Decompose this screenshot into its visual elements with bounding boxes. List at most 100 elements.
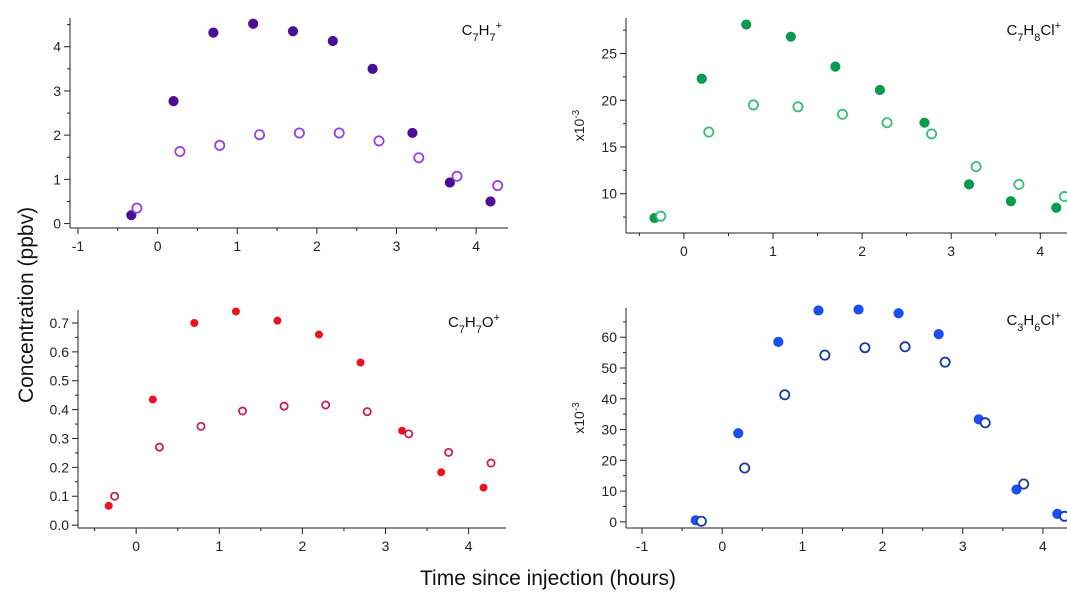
data-point-open bbox=[215, 141, 224, 150]
data-point-filled bbox=[438, 469, 445, 476]
x-tick-label: 0 bbox=[154, 238, 162, 254]
x-tick-label: 1 bbox=[799, 538, 807, 554]
y-tick-label: 0.5 bbox=[50, 373, 70, 389]
y-tick-label: 10 bbox=[601, 483, 617, 499]
data-point-open bbox=[255, 130, 264, 139]
data-point-open bbox=[493, 181, 502, 190]
data-point-filled bbox=[209, 28, 218, 37]
species-label: C3H6Cl+ bbox=[1006, 310, 1061, 334]
y-tick-label: 20 bbox=[601, 92, 617, 108]
data-point-filled bbox=[408, 128, 417, 137]
data-point-open bbox=[882, 118, 891, 127]
y-tick-label: 0.7 bbox=[50, 315, 70, 331]
data-point-open bbox=[820, 350, 829, 359]
data-point-filled bbox=[328, 36, 337, 45]
data-point-open bbox=[1014, 180, 1023, 189]
x-tick-label: 3 bbox=[947, 243, 955, 259]
data-point-filled bbox=[486, 197, 495, 206]
y-tick-label: 0.4 bbox=[50, 402, 70, 418]
x-tick-label: 3 bbox=[393, 238, 401, 254]
x-tick-label: 2 bbox=[858, 243, 866, 259]
data-point-open bbox=[981, 418, 990, 427]
data-point-filled bbox=[875, 85, 884, 94]
x-tick-label: 3 bbox=[959, 538, 967, 554]
data-point-filled bbox=[1006, 197, 1015, 206]
x-tick-label: 4 bbox=[1039, 538, 1047, 554]
data-point-open bbox=[900, 342, 909, 351]
x-tick-label: 0 bbox=[132, 538, 140, 554]
data-point-filled bbox=[169, 97, 178, 106]
data-point-open bbox=[175, 147, 184, 156]
data-point-open bbox=[656, 212, 665, 221]
data-point-filled bbox=[149, 396, 156, 403]
data-point-open bbox=[780, 390, 789, 399]
y-tick-label: 0 bbox=[53, 216, 61, 232]
y-tick-label: 0.1 bbox=[50, 488, 70, 504]
data-point-open bbox=[697, 517, 706, 526]
data-point-filled bbox=[774, 337, 783, 346]
data-point-filled bbox=[964, 180, 973, 189]
x-tick-label: 0 bbox=[718, 538, 726, 554]
x-tick-label: -1 bbox=[72, 238, 85, 254]
data-point-filled bbox=[368, 64, 377, 73]
data-point-filled bbox=[249, 19, 258, 28]
data-point-filled bbox=[1052, 203, 1061, 212]
data-point-open bbox=[860, 343, 869, 352]
x-tick-label: 3 bbox=[382, 538, 390, 554]
data-point-open bbox=[322, 401, 329, 408]
x-tick-label: 4 bbox=[472, 238, 480, 254]
data-point-open bbox=[941, 358, 950, 367]
data-point-open bbox=[405, 430, 412, 437]
data-point-open bbox=[156, 444, 163, 451]
data-point-filled bbox=[232, 308, 239, 315]
data-point-filled bbox=[894, 309, 903, 318]
data-point-filled bbox=[831, 62, 840, 71]
data-point-filled bbox=[191, 319, 198, 326]
y-tick-label: 15 bbox=[601, 139, 617, 155]
data-point-open bbox=[793, 102, 802, 111]
data-point-open bbox=[445, 449, 452, 456]
x-tick-label: 1 bbox=[233, 238, 241, 254]
data-point-filled bbox=[288, 27, 297, 36]
x-tick-label: 2 bbox=[313, 238, 321, 254]
y-tick-label: 50 bbox=[601, 360, 617, 376]
data-point-filled bbox=[854, 305, 863, 314]
y-tick-label: 20 bbox=[601, 452, 617, 468]
x-tick-label: 4 bbox=[1036, 243, 1044, 259]
data-point-open bbox=[1060, 192, 1067, 201]
data-point-open bbox=[374, 136, 383, 145]
data-point-open bbox=[197, 423, 204, 430]
data-point-filled bbox=[316, 331, 323, 338]
data-point-filled bbox=[480, 484, 487, 491]
x-tick-label: -1 bbox=[636, 538, 649, 554]
species-label: C7H7+ bbox=[462, 20, 502, 44]
y-tick-label: 25 bbox=[601, 46, 617, 62]
x-tick-label: 2 bbox=[879, 538, 887, 554]
y-tick-label: 40 bbox=[601, 391, 617, 407]
data-point-open bbox=[1060, 512, 1067, 521]
y-tick-label: 0.3 bbox=[50, 430, 70, 446]
y-axis-title: Concentration (ppbv) bbox=[15, 207, 38, 403]
y-tick-label: 2 bbox=[53, 127, 61, 143]
species-label: C7H7O+ bbox=[448, 312, 500, 336]
x-tick-label: 1 bbox=[215, 538, 223, 554]
data-point-open bbox=[239, 407, 246, 414]
y-tick-label: 10 bbox=[601, 186, 617, 202]
data-point-open bbox=[452, 172, 461, 181]
data-point-open bbox=[1019, 479, 1028, 488]
data-point-filled bbox=[274, 317, 281, 324]
y-tick-label: 30 bbox=[601, 422, 617, 438]
y-tick-label: 60 bbox=[601, 329, 617, 345]
data-point-filled bbox=[934, 330, 943, 339]
data-point-open bbox=[281, 403, 288, 410]
data-point-filled bbox=[742, 20, 751, 29]
x-tick-label: 1 bbox=[769, 243, 777, 259]
x-tick-label: 2 bbox=[298, 538, 306, 554]
data-point-open bbox=[927, 129, 936, 138]
y-tick-label: 0 bbox=[609, 514, 617, 530]
